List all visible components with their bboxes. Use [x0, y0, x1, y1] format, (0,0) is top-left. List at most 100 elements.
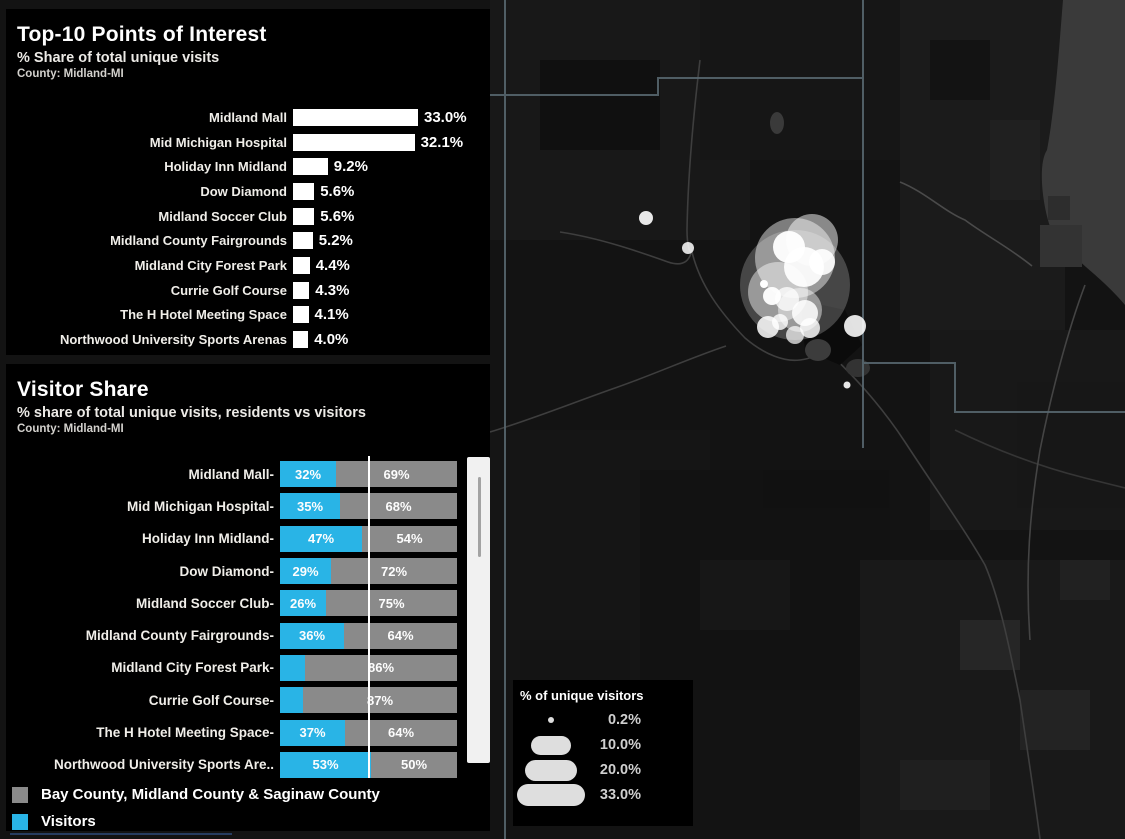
visitor-share-row: Dow Diamond- 29% 72%: [6, 555, 490, 587]
poi-label: The H Hotel Meeting Space: [120, 307, 287, 323]
residents-segment-label: 54%: [396, 531, 423, 547]
residents-segment[interactable]: 72%: [331, 558, 457, 585]
poi-bubble-layer: [639, 211, 866, 389]
visitor-share-poi-label: Currie Golf Course-: [148, 692, 274, 708]
poi-bubble[interactable]: [682, 242, 694, 254]
top10-row: Midland City Forest Park 4.4%: [6, 253, 490, 278]
size-legend-row: 10.0%: [513, 733, 693, 757]
chart-scrollbar-thumb[interactable]: [478, 477, 481, 557]
visitor-share-row: The H Hotel Meeting Space- 37% 64%: [6, 716, 490, 748]
residents-segment-label: 69%: [383, 466, 410, 482]
poi-bubble[interactable]: [760, 280, 768, 288]
legend-row: Visitors: [12, 808, 380, 835]
poi-label: Midland Soccer Club: [158, 208, 287, 224]
poi-bubble[interactable]: [786, 326, 804, 344]
size-legend-row: 0.2%: [513, 708, 693, 732]
residents-segment[interactable]: 69%: [336, 461, 457, 488]
legend-swatch[interactable]: [12, 813, 28, 830]
residents-segment[interactable]: 68%: [340, 493, 457, 520]
poi-label: Midland County Fairgrounds: [110, 233, 287, 249]
visitor-share-bar[interactable]: 47% 54%: [280, 525, 457, 552]
visitors-segment[interactable]: 53%: [280, 751, 371, 778]
visitor-share-row: Mid Michigan Hospital- 35% 68%: [6, 490, 490, 522]
legend-swatch[interactable]: [12, 786, 28, 803]
poi-bar[interactable]: [293, 232, 313, 250]
visitor-share-legend: Bay County, Midland County & Saginaw Cou…: [12, 781, 380, 835]
visitor-share-header: Visitor Share % share of total unique vi…: [6, 364, 490, 435]
residents-segment-label: 75%: [378, 595, 405, 611]
visitor-share-bar[interactable]: 29% 72%: [280, 558, 457, 585]
residents-segment[interactable]: 86%: [305, 654, 457, 681]
poi-label: Midland City Forest Park: [134, 257, 287, 273]
bottom-scroll-track[interactable]: [10, 833, 232, 835]
poi-bubble[interactable]: [844, 315, 866, 337]
residents-segment-label: 50%: [400, 757, 428, 773]
poi-value: 5.2%: [318, 232, 353, 250]
poi-bar[interactable]: [293, 182, 315, 200]
poi-value: 33.0%: [424, 108, 467, 126]
poi-bar[interactable]: [293, 108, 418, 126]
visitors-segment[interactable]: 37%: [280, 719, 345, 746]
poi-label: Northwood University Sports Arenas: [59, 332, 287, 348]
visitor-share-bar[interactable]: 32% 69%: [280, 461, 457, 488]
poi-label: Midland Mall: [209, 109, 287, 125]
legend-label: Bay County, Midland County & Saginaw Cou…: [41, 786, 380, 803]
poi-bar[interactable]: [293, 133, 415, 151]
poi-bar[interactable]: [293, 256, 310, 274]
residents-segment[interactable]: 50%: [371, 751, 457, 778]
size-legend-row: 33.0%: [513, 783, 693, 807]
residents-segment[interactable]: 75%: [326, 590, 457, 617]
poi-bar[interactable]: [293, 281, 310, 299]
visitors-segment[interactable]: 35%: [280, 493, 340, 520]
visitor-share-bar[interactable]: 35% 68%: [280, 493, 457, 520]
residents-segment[interactable]: 54%: [362, 525, 457, 552]
visitors-segment[interactable]: 47%: [280, 525, 362, 552]
poi-bar[interactable]: [293, 306, 309, 324]
poi-bar[interactable]: [293, 331, 309, 349]
poi-bubble[interactable]: [809, 249, 835, 275]
top10-title: Top-10 Points of Interest: [17, 23, 267, 46]
visitor-share-bar[interactable]: 53% 50%: [280, 751, 457, 778]
poi-bubble[interactable]: [757, 316, 779, 338]
residents-segment[interactable]: 64%: [344, 622, 457, 649]
panel-visitor-share: Visitor Share % share of total unique vi…: [6, 364, 490, 831]
visitor-share-subtitle: % share of total unique visits, resident…: [17, 405, 366, 421]
visitors-segment[interactable]: [280, 654, 305, 681]
poi-bubble[interactable]: [775, 287, 799, 311]
visitor-share-row: Midland Mall- 32% 69%: [6, 458, 490, 490]
visitor-share-poi-label: Midland Mall-: [188, 466, 275, 482]
visitor-share-row: Midland Soccer Club- 26% 75%: [6, 587, 490, 619]
residents-segment[interactable]: 87%: [303, 687, 457, 714]
residents-segment[interactable]: 64%: [345, 719, 457, 746]
visitors-segment[interactable]: 26%: [280, 590, 326, 617]
visitors-segment[interactable]: 36%: [280, 622, 344, 649]
visitor-share-poi-label: Dow Diamond-: [179, 563, 275, 579]
top10-row: The H Hotel Meeting Space 4.1%: [6, 303, 490, 328]
top10-row: Mid Michigan Hospital 32.1%: [6, 130, 490, 155]
poi-bubble[interactable]: [800, 318, 820, 338]
chart-scrollbar[interactable]: [467, 457, 490, 763]
visitor-share-bar[interactable]: 36% 64%: [280, 622, 457, 649]
size-shape-cell: [513, 784, 589, 806]
visitors-segment[interactable]: [280, 687, 303, 714]
visitor-share-bar[interactable]: 86%: [280, 654, 457, 681]
top10-row: Currie Golf Course 4.3%: [6, 278, 490, 303]
poi-value: 9.2%: [333, 158, 368, 176]
size-legend-label: 10.0%: [599, 737, 641, 753]
poi-bubble[interactable]: [639, 211, 653, 225]
visitor-share-bar[interactable]: 26% 75%: [280, 590, 457, 617]
top10-row: Northwood University Sports Arenas 4.0%: [6, 327, 490, 352]
poi-bar[interactable]: [293, 207, 315, 225]
visitors-segment[interactable]: 32%: [280, 461, 336, 488]
visitors-segment[interactable]: 29%: [280, 558, 331, 585]
visitor-share-bar[interactable]: 87%: [280, 687, 457, 714]
residents-segment-label: 72%: [380, 563, 408, 579]
poi-bar[interactable]: [293, 158, 328, 176]
poi-bubble[interactable]: [843, 381, 851, 389]
poi-value: 4.1%: [314, 306, 349, 324]
size-shape-cell: [513, 759, 589, 781]
size-legend-row: 20.0%: [513, 758, 693, 782]
visitor-share-bar[interactable]: 37% 64%: [280, 719, 457, 746]
